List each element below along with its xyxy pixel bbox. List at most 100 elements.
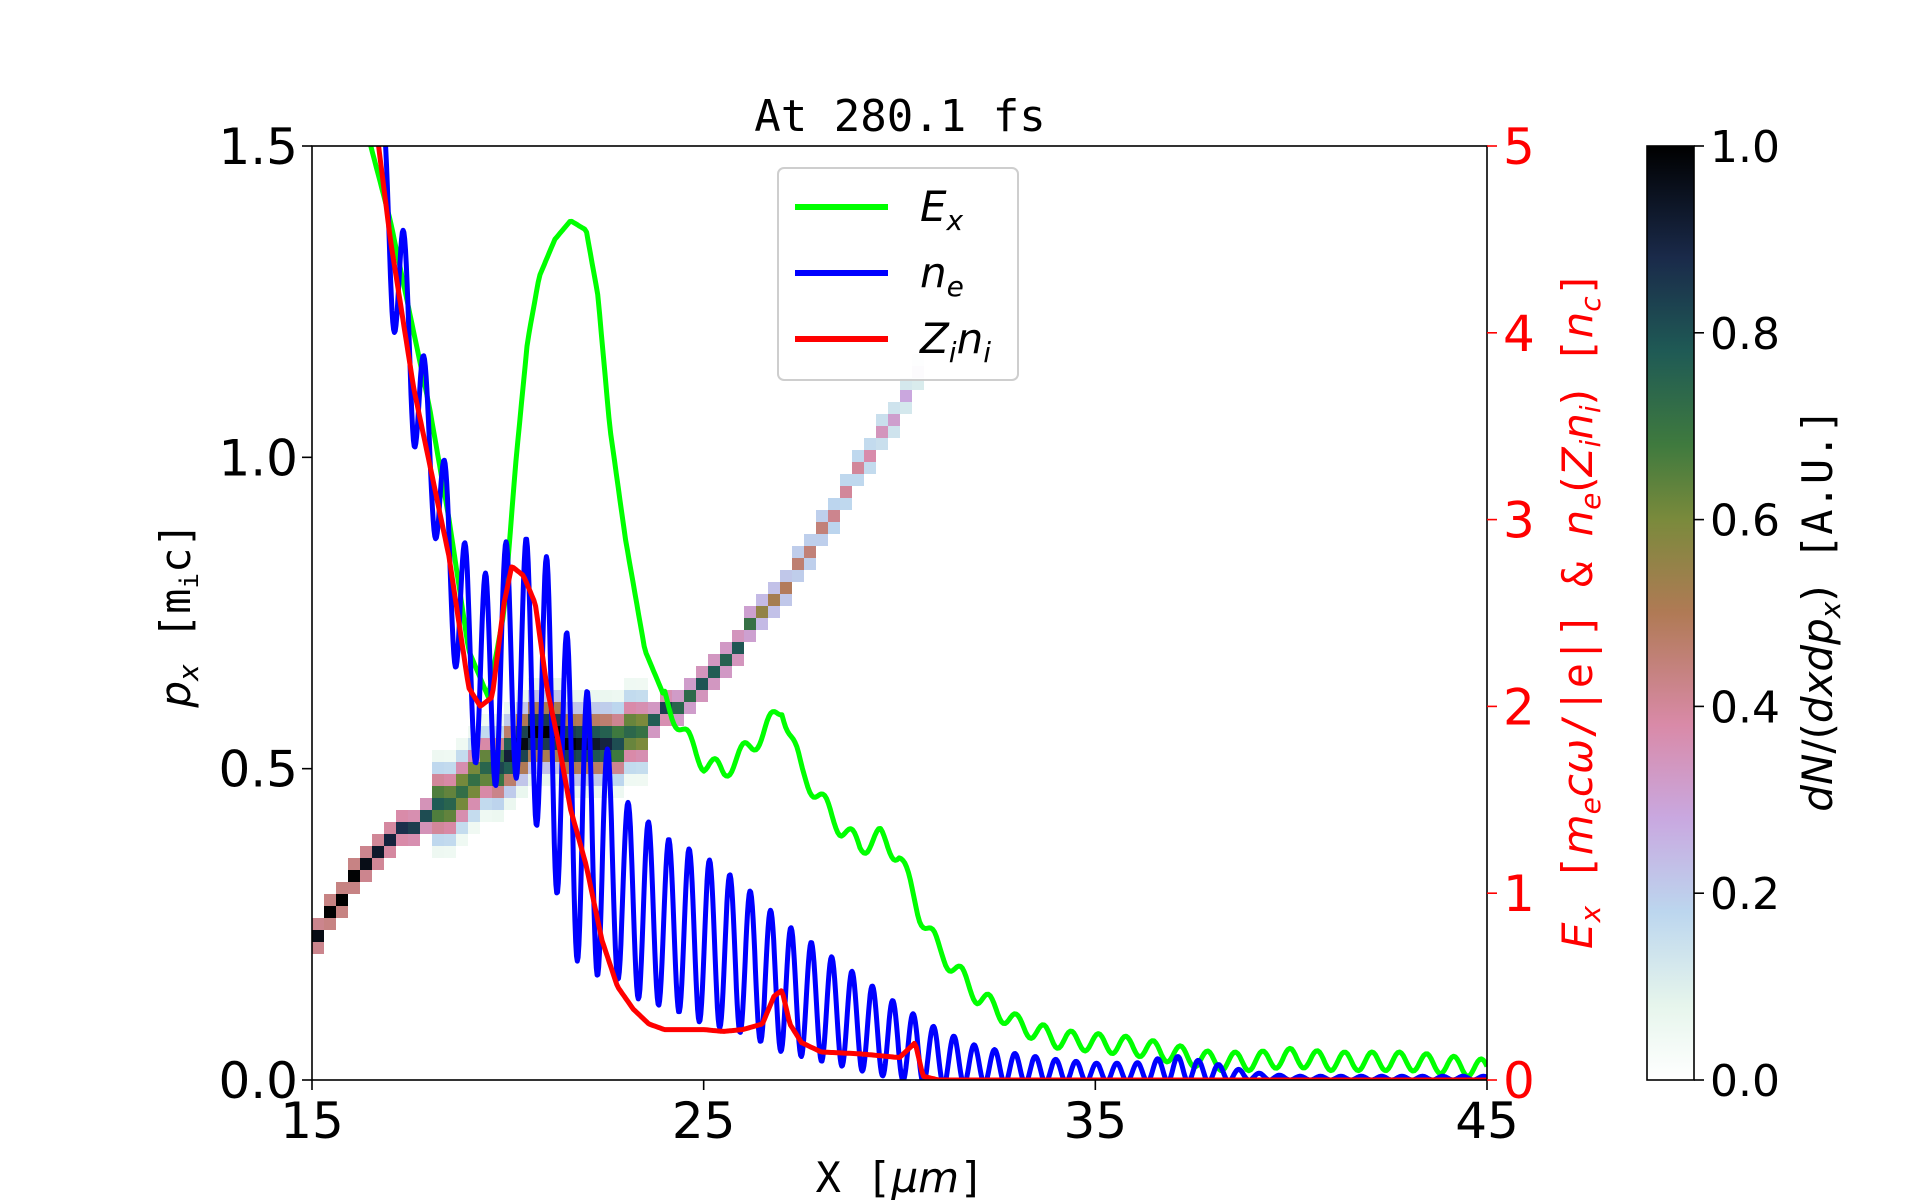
phase-space-cell bbox=[324, 894, 336, 906]
phase-space-cell bbox=[708, 654, 720, 666]
phase-space-cell bbox=[612, 786, 624, 798]
series-line-n-e bbox=[378, 146, 1487, 1080]
colorbar-gradient bbox=[1646, 145, 1695, 1081]
phase-space-cell bbox=[504, 798, 516, 810]
phase-space-cell bbox=[744, 606, 756, 618]
phase-space-cell bbox=[468, 810, 480, 822]
phase-space-cell bbox=[516, 786, 528, 798]
phase-space-cell bbox=[348, 882, 360, 894]
phase-space-cell bbox=[624, 750, 636, 762]
phase-space-cell bbox=[732, 642, 744, 654]
phase-space-cell bbox=[420, 822, 432, 834]
y-right-axis-ticks: 0 1 2 3 4 5 bbox=[1487, 118, 1535, 1110]
colorbar-tick-label: 0.2 bbox=[1710, 869, 1780, 920]
phase-space-cell bbox=[456, 786, 468, 798]
phase-space-cell bbox=[468, 786, 480, 798]
phase-space-cell bbox=[432, 834, 444, 846]
phase-space-cell bbox=[624, 762, 636, 774]
phase-space-cell bbox=[636, 726, 648, 738]
phase-space-cell bbox=[456, 798, 468, 810]
phase-space-cell bbox=[840, 498, 852, 510]
phase-space-cell bbox=[480, 774, 492, 786]
phase-space-cell bbox=[396, 834, 408, 846]
phase-space-cell bbox=[804, 546, 816, 558]
phase-space-cell bbox=[444, 774, 456, 786]
phase-space-cell bbox=[900, 402, 912, 414]
legend-box bbox=[777, 167, 1019, 381]
phase-space-cell bbox=[432, 810, 444, 822]
phase-space-cell bbox=[756, 606, 768, 618]
phase-space-cell bbox=[444, 750, 456, 762]
phase-space-cell bbox=[348, 858, 360, 870]
phase-space-cell bbox=[540, 750, 552, 762]
phase-space-cell bbox=[540, 774, 552, 786]
phase-space-cell bbox=[852, 462, 864, 474]
phase-space-cell bbox=[336, 882, 348, 894]
x-tick-label: 35 bbox=[1064, 1092, 1128, 1150]
y-left-tick-label: 0.0 bbox=[218, 1052, 298, 1110]
y-right-axis-label: Ex [mecω/|e|] & ne(Zini) [nc] bbox=[1553, 271, 1607, 949]
y-left-axis-ticks: 0.0 0.5 1.0 1.5 bbox=[218, 118, 312, 1110]
phase-space-cell bbox=[756, 594, 768, 606]
phase-space-cell bbox=[624, 738, 636, 750]
x-tick-label: 25 bbox=[672, 1092, 736, 1150]
phase-space-cell bbox=[876, 426, 888, 438]
phase-space-cell bbox=[408, 810, 420, 822]
phase-space-cell bbox=[864, 450, 876, 462]
phase-space-cell bbox=[648, 702, 660, 714]
phase-space-cell bbox=[768, 606, 780, 618]
phase-space-cell bbox=[636, 714, 648, 726]
phase-space-cell bbox=[480, 762, 492, 774]
phase-space-cell bbox=[612, 774, 624, 786]
phase-space-cell bbox=[432, 774, 444, 786]
series-line-z-in-i bbox=[376, 146, 1487, 1080]
phase-space-cell bbox=[456, 822, 468, 834]
phase-space-cell bbox=[324, 918, 336, 930]
phase-space-cell bbox=[456, 810, 468, 822]
phase-space-cell bbox=[876, 414, 888, 426]
phase-space-cell bbox=[600, 738, 612, 750]
phase-space-cell bbox=[384, 822, 396, 834]
phase-space-cell bbox=[720, 654, 732, 666]
phase-space-cell bbox=[828, 498, 840, 510]
phase-space-cell bbox=[624, 774, 636, 786]
phase-space-cell bbox=[504, 774, 516, 786]
phase-space-cell bbox=[456, 774, 468, 786]
colorbar-tick-label: 0.6 bbox=[1710, 496, 1780, 547]
phase-space-cell bbox=[444, 846, 456, 858]
phase-space-cell bbox=[828, 522, 840, 534]
phase-space-cell bbox=[432, 822, 444, 834]
phase-space-heatmap bbox=[312, 354, 924, 954]
phase-space-cell bbox=[468, 762, 480, 774]
colorbar-tick-label: 1.0 bbox=[1710, 122, 1780, 173]
phase-space-cell bbox=[840, 474, 852, 486]
phase-space-cell bbox=[720, 666, 732, 678]
phase-space-cell bbox=[684, 702, 696, 714]
phase-space-cell bbox=[768, 582, 780, 594]
legend-label-ex: Ex bbox=[920, 182, 964, 237]
phase-space-cell bbox=[672, 702, 684, 714]
phase-space-cell bbox=[684, 678, 696, 690]
x-axis-ticks: 15 25 35 45 bbox=[280, 1080, 1519, 1150]
series-line-e-x bbox=[368, 146, 1487, 1079]
phase-space-cell bbox=[612, 738, 624, 750]
phase-space-cell bbox=[492, 786, 504, 798]
colorbar: 0.0 0.2 0.4 0.6 0.8 1.0 dN/(dxdpx) [A.U.] bbox=[1646, 122, 1847, 1107]
phase-space-cell bbox=[816, 522, 828, 534]
phase-space-cell bbox=[480, 738, 492, 750]
y-left-tick-label: 0.5 bbox=[218, 741, 298, 799]
phase-space-cell bbox=[828, 510, 840, 522]
phase-space-cell bbox=[636, 702, 648, 714]
x-axis-label: X [μm] bbox=[816, 1153, 985, 1200]
phase-space-cell bbox=[360, 858, 372, 870]
phase-space-cell bbox=[612, 714, 624, 726]
phase-space-cell bbox=[324, 906, 336, 918]
phase-space-cell bbox=[744, 618, 756, 630]
phase-space-cell bbox=[432, 798, 444, 810]
phase-space-cell bbox=[444, 834, 456, 846]
colorbar-ticks: 0.0 0.2 0.4 0.6 0.8 1.0 bbox=[1694, 122, 1780, 1107]
phase-space-cell bbox=[852, 450, 864, 462]
y-right-tick-label: 4 bbox=[1503, 305, 1535, 363]
y-left-axis-label: px [mic] bbox=[151, 522, 205, 708]
phase-space-cell bbox=[612, 702, 624, 714]
